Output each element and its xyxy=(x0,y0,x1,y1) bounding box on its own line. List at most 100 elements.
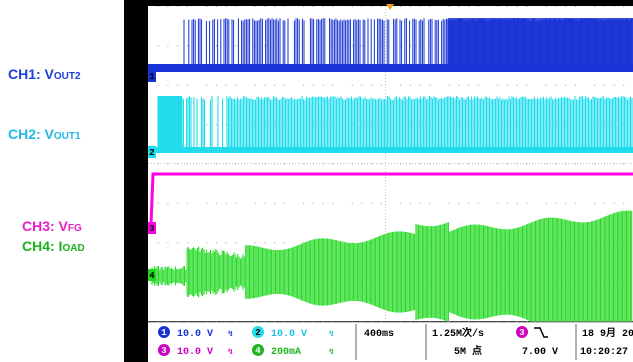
ch1-baseline xyxy=(148,64,633,72)
grid-dot xyxy=(206,84,208,86)
grid-dot xyxy=(613,163,615,165)
grid-dot xyxy=(206,202,208,204)
grid-dot xyxy=(613,281,615,283)
grid-dot xyxy=(215,45,217,47)
grid-dot xyxy=(225,242,227,244)
trigger-slope-icon xyxy=(534,327,548,338)
grid-dot xyxy=(555,202,557,204)
trigger-channel-badge-icon xyxy=(516,326,528,338)
label-ch3-sub: FG xyxy=(67,223,82,234)
grid-dot xyxy=(623,163,625,165)
record-length: 5M 点 xyxy=(454,344,482,358)
grid-dot xyxy=(613,202,615,204)
grid-dot xyxy=(409,163,411,165)
channel-marker: 2 xyxy=(148,146,156,158)
grid-dot xyxy=(526,202,528,204)
channel-marker-number: 4 xyxy=(149,271,155,281)
grid-dot xyxy=(497,6,499,7)
grid-dot xyxy=(468,202,470,204)
grid-dot xyxy=(206,163,208,165)
grid-dot xyxy=(283,84,285,86)
grid-dot xyxy=(458,202,460,204)
grid-dot xyxy=(506,163,508,165)
grid-dot xyxy=(613,242,615,244)
grid-dot xyxy=(206,6,208,7)
grid-dot xyxy=(380,163,382,165)
label-ch1-prefix: CH1: V xyxy=(8,66,54,82)
grid-dot xyxy=(594,202,596,204)
grid-dot xyxy=(448,163,450,165)
grid-dot xyxy=(283,242,285,244)
sample-rate: 1.25M次/s xyxy=(432,326,484,340)
grid-dot xyxy=(215,202,217,204)
grid-dot xyxy=(516,124,518,126)
grid-dot xyxy=(380,6,382,7)
grid-dot xyxy=(177,202,179,204)
ch2-scale: 10.0 V xyxy=(271,329,307,340)
grid-dot xyxy=(371,163,373,165)
grid-dot xyxy=(235,84,237,86)
grid-dot xyxy=(516,84,518,86)
label-ch4-sub: OAD xyxy=(62,243,85,254)
grid-dot xyxy=(264,45,266,47)
grid-dot xyxy=(274,45,276,47)
channel-marker-number: 2 xyxy=(149,148,154,158)
grid-dot xyxy=(371,124,373,126)
grid-dot xyxy=(254,163,256,165)
grid-dot xyxy=(603,163,605,165)
grid-dot xyxy=(312,124,314,126)
grid-dot xyxy=(351,84,353,86)
channel-marker: 1 xyxy=(148,70,156,82)
ch3-badge-number: 3 xyxy=(161,346,166,356)
grid-dot xyxy=(371,84,373,86)
grid-dot xyxy=(351,124,353,126)
grid-dot xyxy=(225,6,227,7)
grid-dot xyxy=(177,242,179,244)
grid-dot xyxy=(477,84,479,86)
grid-dot xyxy=(555,6,557,7)
grid-dot xyxy=(264,242,266,244)
grid-dot xyxy=(526,163,528,165)
grid-dot xyxy=(215,163,217,165)
grid-dot xyxy=(351,163,353,165)
grid-dot xyxy=(458,84,460,86)
label-ch2-sub: OUT1 xyxy=(53,131,81,142)
grid-dot xyxy=(225,202,227,204)
grid-dot xyxy=(332,124,334,126)
ch1-scale: 10.0 V xyxy=(177,329,213,340)
label-ch4-prefix: CH4: I xyxy=(22,238,63,254)
grid-dot xyxy=(565,84,567,86)
grid-dot xyxy=(458,163,460,165)
grid-dot xyxy=(623,6,625,7)
grid-dot xyxy=(623,202,625,204)
grid-dot xyxy=(603,84,605,86)
grid-dot xyxy=(623,84,625,86)
grid-dot xyxy=(468,281,470,283)
grid-dot xyxy=(380,84,382,86)
grid-dot xyxy=(555,163,557,165)
ch1-badge-number: 1 xyxy=(161,328,167,338)
trigger-position-icon xyxy=(386,4,394,10)
grid-dot xyxy=(157,163,159,165)
grid-dot xyxy=(264,84,266,86)
grid-dot xyxy=(594,163,596,165)
grid-dot xyxy=(574,202,576,204)
grid-dot xyxy=(177,84,179,86)
grid-dot xyxy=(254,84,256,86)
grid-dot xyxy=(235,6,237,7)
grid-dot xyxy=(380,202,382,204)
grid-dot xyxy=(419,163,421,165)
grid-dot xyxy=(254,242,256,244)
grid-dot xyxy=(167,202,169,204)
ch3-bw-icon: ↯ xyxy=(228,348,233,357)
grid-dot xyxy=(468,6,470,7)
grid-dot xyxy=(332,163,334,165)
grid-dot xyxy=(574,6,576,7)
grid-dot xyxy=(235,163,237,165)
grid-dot xyxy=(322,163,324,165)
trigger-channel-number: 3 xyxy=(519,328,524,338)
channel-marker-number: 3 xyxy=(149,224,154,234)
grid-dot xyxy=(477,163,479,165)
grid-dot xyxy=(206,242,208,244)
grid-dot xyxy=(332,84,334,86)
